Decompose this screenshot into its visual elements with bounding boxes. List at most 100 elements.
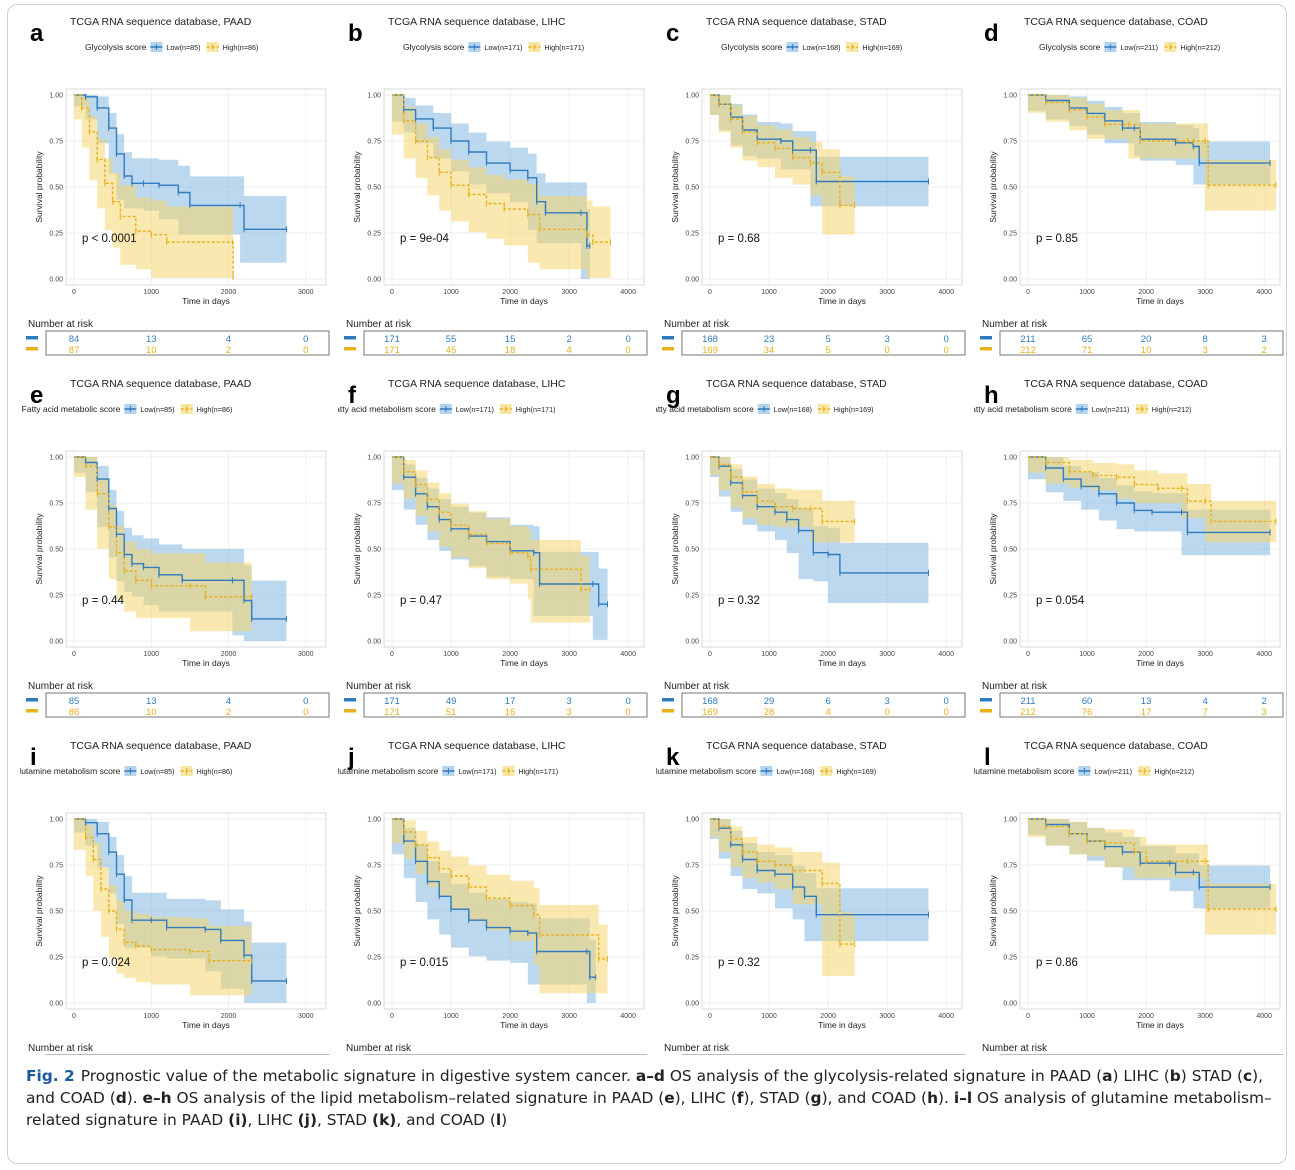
km-plot-svg: g TCGA RNA sequence database, STAD Fatty a… [656, 378, 966, 718]
risk-count-low: 171 [384, 334, 400, 345]
p-value: p = 0.44 [82, 595, 124, 607]
y-tick-label: 0.00 [685, 1001, 699, 1008]
p-value: p = 0.86 [1036, 957, 1078, 969]
x-tick-label: 0 [708, 651, 712, 658]
y-tick-label: 0.25 [685, 955, 699, 962]
km-panel-b: b TCGA RNA sequence database, LIHC Glycoly… [338, 9, 654, 359]
legend-title: Glutamine metabolism score [974, 766, 1075, 776]
risk-count-high: 2 [226, 345, 231, 356]
legend-title: Fatty acid metabolic score [22, 404, 121, 414]
risk-count-high: 0 [884, 707, 889, 718]
risk-count-low: 3 [1262, 334, 1267, 345]
y-tick-label: 0.50 [367, 909, 381, 916]
risk-table-title: Number at risk [664, 319, 730, 330]
x-tick-label: 3000 [298, 1013, 314, 1020]
risk-table-title: Number at risk [346, 681, 412, 692]
risk-table-frame [681, 692, 966, 718]
legend-title: Fatty acid metabolism score [338, 404, 436, 414]
y-tick-label: 0.25 [49, 955, 63, 962]
risk-count-high: 7 [1202, 707, 1207, 718]
caption-text: Prognostic value of the metabolic signat… [26, 1067, 1272, 1129]
risk-count-high: 51 [446, 707, 457, 718]
x-tick-label: 1000 [143, 1013, 159, 1020]
y-tick-label: 1.00 [49, 455, 63, 462]
x-axis-label: Time in days [500, 1020, 548, 1030]
caption-fragment: ), LIHC ( [674, 1089, 737, 1107]
panel-letter: l [984, 744, 991, 771]
km-panel-k: k TCGA RNA sequence database, STAD Glutami… [656, 733, 972, 1055]
p-value: p = 0.054 [1036, 595, 1085, 607]
y-axis-label: Survival probability [670, 513, 680, 585]
risk-row-high-marker [980, 709, 992, 713]
risk-count-low: 23 [764, 334, 775, 345]
x-tick-label: 0 [72, 1013, 76, 1020]
legend: Glycolysis score Low(n=85) High(n=86) [85, 42, 258, 52]
x-tick-label: 4000 [1256, 289, 1272, 296]
panel-letter: j [347, 744, 355, 771]
legend-title: Glycolysis score [721, 42, 783, 52]
y-axis-label: Survival probability [34, 875, 44, 947]
high-survival-curve [392, 456, 590, 591]
y-tick-label: 0.75 [685, 863, 699, 870]
x-axis-label: Time in days [500, 658, 548, 668]
y-tick-label: 0.00 [367, 639, 381, 646]
x-tick-label: 3000 [879, 289, 895, 296]
risk-count-high: 5 [825, 345, 830, 356]
legend-label-high: High(n=86) [197, 405, 233, 414]
y-tick-label: 1.00 [685, 93, 699, 100]
legend-label-high: High(n=86) [223, 43, 259, 52]
x-tick-label: 2000 [820, 289, 836, 296]
risk-table-title: Number at risk [664, 1043, 730, 1054]
x-tick-label: 2000 [221, 289, 237, 296]
panel-letter: k [666, 744, 680, 771]
y-axis-label: Survival probability [670, 875, 680, 947]
risk-table-title: Number at risk [982, 319, 1048, 330]
risk-count-low: 49 [446, 696, 457, 707]
risk-count-high: 87 [69, 345, 80, 356]
x-tick-label: 0 [390, 651, 394, 658]
chart-title: TCGA RNA sequence database, COAD [1024, 16, 1208, 28]
legend: Fatty acid metabolism score Low(n=211) Hig… [974, 404, 1192, 414]
low-confidence-band [710, 819, 929, 942]
km-panel-h: h TCGA RNA sequence database, COAD Fatty a… [974, 371, 1288, 721]
y-tick-label: 0.50 [49, 909, 63, 916]
panel-letter: a [30, 20, 44, 47]
caption-panel-ref: c [1242, 1067, 1253, 1085]
risk-count-high: 169 [702, 345, 718, 356]
chart-title: TCGA RNA sequence database, STAD [706, 16, 887, 28]
x-axis-label: Time in days [500, 296, 548, 306]
risk-count-low: 20 [1141, 334, 1152, 345]
y-tick-label: 0.25 [49, 231, 63, 238]
x-tick-label: 4000 [620, 1013, 636, 1020]
y-tick-label: 0.75 [49, 501, 63, 508]
legend-label-low: Low(n=85) [140, 405, 174, 414]
y-tick-label: 0.75 [367, 139, 381, 146]
risk-count-low: 4 [1202, 696, 1207, 707]
legend: Glycolysis score Low(n=168) High(n=169) [721, 42, 902, 52]
y-tick-label: 1.00 [49, 93, 63, 100]
x-axis-label: Time in days [182, 658, 230, 668]
legend-title: Fatty acid metabolism score [974, 404, 1072, 414]
risk-count-low: 2 [1262, 696, 1267, 707]
y-tick-label: 1.00 [367, 455, 381, 462]
x-tick-label: 0 [390, 1013, 394, 1020]
x-tick-label: 3000 [298, 651, 314, 658]
legend: Fatty acid metabolism score Low(n=168) Hig… [656, 404, 874, 414]
x-tick-label: 0 [708, 289, 712, 296]
risk-count-low: 5 [825, 334, 830, 345]
y-tick-label: 1.00 [1003, 817, 1017, 824]
p-value: p = 0.32 [718, 957, 760, 969]
y-axis-label: Survival probability [670, 151, 680, 223]
risk-row-low-marker [980, 698, 992, 702]
km-plot-svg: e TCGA RNA sequence database, PAAD Fatty a… [22, 378, 330, 718]
legend-label-high: High(n=169) [836, 767, 876, 776]
legend-label-high: High(n=171) [518, 767, 558, 776]
legend-label-high: High(n=212) [1180, 43, 1220, 52]
high-survival-curve [392, 94, 611, 243]
y-tick-label: 1.00 [685, 817, 699, 824]
x-tick-label: 0 [72, 651, 76, 658]
caption-fragment: OS analysis of glutamine metabolism–rela… [26, 1089, 1272, 1129]
risk-count-high: 4 [566, 345, 571, 356]
legend-label-high: High(n=169) [862, 43, 902, 52]
y-tick-label: 1.00 [1003, 93, 1017, 100]
